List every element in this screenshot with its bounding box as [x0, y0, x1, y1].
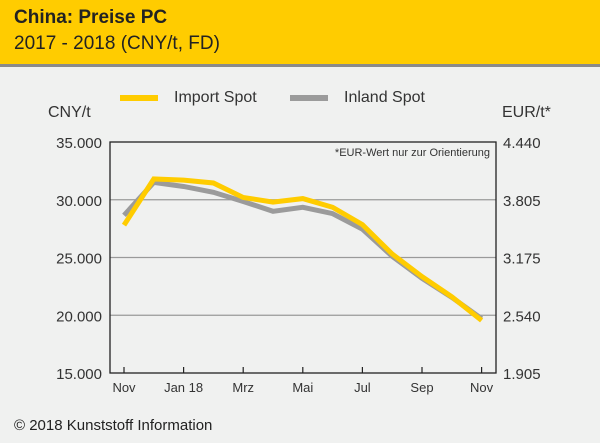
y-tick-label-right: 3.805: [503, 193, 541, 210]
y-tick-label-left: 20.000: [56, 308, 102, 325]
x-tick-label: Mrz: [232, 380, 254, 395]
y-tick-label-left: 25.000: [56, 251, 102, 268]
y-tick-label-right: 4.440: [503, 135, 541, 152]
legend-item-inland: Inland Spot: [290, 89, 425, 107]
chart-title: China: Preise PC: [14, 7, 168, 28]
legend-label-import: Import Spot: [174, 89, 257, 106]
x-tick-label: Jul: [354, 380, 371, 395]
y-tick-label-right: 2.540: [503, 308, 541, 325]
copyright: © 2018 Kunststoff Information: [14, 417, 213, 434]
chart-subtitle: 2017 - 2018 (CNY/t, FD): [14, 33, 220, 54]
chart-note: *EUR-Wert nur zur Orientierung: [334, 147, 490, 159]
legend-swatch-inland: [290, 95, 328, 101]
legend-swatch-import: [120, 95, 158, 101]
x-tick-label: Nov: [470, 380, 494, 395]
x-tick-label: Mai: [292, 380, 313, 395]
x-tick-label: Nov: [112, 380, 136, 395]
y-axis-unit-right: EUR/t*: [502, 104, 551, 121]
x-tick-label: Sep: [410, 380, 433, 395]
legend-item-import: Import Spot: [120, 89, 257, 107]
y-tick-label-right: 3.175: [503, 251, 541, 268]
y-tick-label-left: 30.000: [56, 193, 102, 210]
chart-header: China: Preise PC 2017 - 2018 (CNY/t, FD): [0, 0, 600, 67]
y-tick-label-left: 35.000: [56, 135, 102, 152]
y-axis-unit-left: CNY/t: [48, 104, 91, 121]
x-tick-label: Jan 18: [164, 380, 203, 395]
legend-label-inland: Inland Spot: [344, 89, 425, 106]
y-tick-label-right: 1.905: [503, 366, 541, 383]
series-line-inland: [122, 179, 484, 321]
y-tick-label-left: 15.000: [56, 366, 102, 383]
